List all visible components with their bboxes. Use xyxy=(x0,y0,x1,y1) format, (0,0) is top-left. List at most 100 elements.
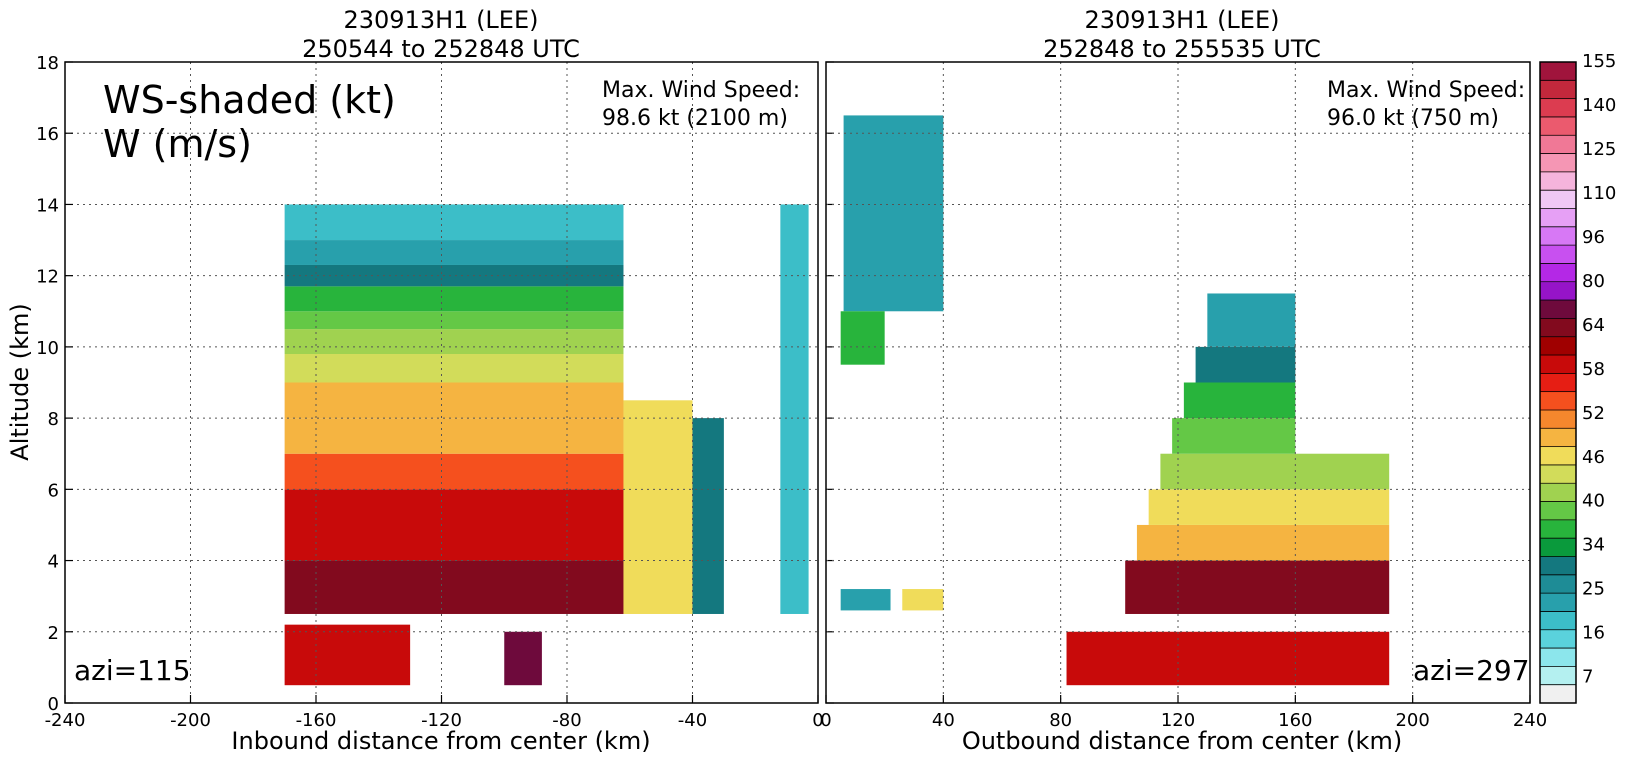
inbound-wind-layer xyxy=(284,560,624,614)
inbound-wind-layer xyxy=(284,489,624,561)
colorbar-swatch xyxy=(1540,171,1576,191)
colorbar-swatch xyxy=(1540,62,1576,81)
y-tick-label: 16 xyxy=(36,124,59,145)
wind-speed-colorbar: 7 16 25 34 40 46 52 58 64 80 96 110 125 140 155 xyxy=(1539,51,1616,704)
outbound-title-line2: 252848 to 255535 UTC xyxy=(1043,35,1321,63)
colorbar-swatch xyxy=(1540,263,1576,283)
colorbar-tick-label: 155 xyxy=(1582,51,1616,72)
colorbar-swatch xyxy=(1540,208,1576,228)
inbound-azimuth-label: azi=115 xyxy=(74,654,191,687)
inbound-x-tick-label: -200 xyxy=(170,710,211,731)
outbound-inner-wind xyxy=(902,589,944,611)
colorbar-swatch xyxy=(1540,556,1576,576)
inbound-wind-shading xyxy=(284,204,809,686)
inbound-max-wind-label: Max. Wind Speed: xyxy=(602,78,800,103)
outbound-max-wind-value: 96.0 kt (750 m) xyxy=(1327,106,1499,131)
colorbar-swatch xyxy=(1540,519,1576,539)
y-tick-label: 4 xyxy=(48,552,59,573)
inbound-wind-layer xyxy=(284,240,624,265)
outbound-wind-shading xyxy=(840,115,1390,686)
outbound-azimuth-label: azi=297 xyxy=(1413,654,1530,687)
inbound-x-tick-label: -240 xyxy=(45,710,86,731)
colorbar-tick-label: 96 xyxy=(1582,227,1605,248)
inbound-wind-layer xyxy=(284,354,624,383)
colorbar-tick-label: 40 xyxy=(1582,491,1605,512)
colorbar-tick-label: 140 xyxy=(1582,95,1616,116)
colorbar-swatch xyxy=(1540,281,1576,301)
colorbar-swatch xyxy=(1540,226,1576,246)
outbound-gridlines xyxy=(826,62,1530,703)
colorbar-frame xyxy=(1539,61,1577,704)
inbound-wind-layer xyxy=(284,329,624,355)
colorbar-swatch xyxy=(1540,684,1576,704)
outbound-wind-layer xyxy=(1183,382,1296,419)
inbound-eye-wind xyxy=(780,204,809,614)
y-tick-label: 12 xyxy=(36,267,59,288)
colorbar-swatch xyxy=(1540,428,1576,448)
outbound-wind-layer xyxy=(1207,293,1296,347)
colorbar-swatch xyxy=(1540,355,1576,374)
colorbar-swatch xyxy=(1540,593,1576,612)
colorbar-swatch xyxy=(1540,666,1576,686)
outbound-upper-wind xyxy=(840,311,885,365)
colorbar-swatch xyxy=(1540,538,1576,557)
colorbar-swatch xyxy=(1540,245,1576,264)
outbound-title-line1: 230913H1 (LEE) xyxy=(1085,6,1280,34)
inbound-panel: 230913H1 (LEE) 250544 to 252848 UTC -240… xyxy=(6,6,834,755)
outbound-wind-layer xyxy=(1160,453,1390,490)
colorbar-tick-label: 7 xyxy=(1582,667,1593,688)
colorbar-swatch xyxy=(1540,648,1576,667)
colorbar-swatch xyxy=(1540,318,1576,338)
inbound-eyewall-wind xyxy=(692,418,724,614)
colorbar-swatch xyxy=(1540,80,1576,100)
colorbar-tick-label: 46 xyxy=(1582,447,1605,468)
outbound-wind-layer xyxy=(1066,631,1390,686)
colorbar-swatch xyxy=(1540,98,1576,118)
outbound-wind-layer xyxy=(1172,418,1296,454)
inbound-max-wind-value: 98.6 kt (2100 m) xyxy=(602,106,788,131)
inbound-wind-layer xyxy=(284,382,624,419)
outbound-x-tick-label: 40 xyxy=(932,710,955,731)
colorbar-swatch xyxy=(1540,483,1576,503)
outbound-x-tick-label: 80 xyxy=(1049,710,1072,731)
outbound-x-tick-label: 200 xyxy=(1395,710,1429,731)
y-tick-label: 8 xyxy=(48,409,59,430)
inbound-title-line2: 250544 to 252848 UTC xyxy=(302,35,580,63)
y-tick-label: 14 xyxy=(36,195,59,216)
outbound-x-tick-label: 0 xyxy=(820,710,831,731)
inbound-x-tick-label: -160 xyxy=(296,710,337,731)
colorbar-swatch xyxy=(1540,336,1576,356)
inbound-wind-layer xyxy=(284,418,624,454)
inbound-wind-layer xyxy=(284,286,624,312)
colorbar-swatch xyxy=(1540,574,1576,594)
colorbar-swatch xyxy=(1540,464,1576,484)
inbound-low-level-wind xyxy=(284,624,411,686)
colorbar-swatch xyxy=(1540,446,1576,466)
colorbar-tick-label: 58 xyxy=(1582,359,1605,380)
y-tick-label: 0 xyxy=(48,694,59,715)
outbound-x-ticks: 0 40 80 120 160 200 240 xyxy=(820,695,1547,731)
inbound-wind-layer xyxy=(284,453,624,490)
inbound-title-line1: 230913H1 (LEE) xyxy=(344,6,539,34)
inbound-gridlines xyxy=(65,62,818,703)
inbound-wind-layer xyxy=(284,204,624,241)
inbound-wind-layer xyxy=(284,264,624,287)
y-tick-label: 10 xyxy=(36,338,59,359)
inbound-low-level-wind xyxy=(504,631,542,686)
inbound-eyewall-wind xyxy=(623,400,693,614)
shading-legend-line1: WS-shaded (kt) xyxy=(103,78,396,122)
colorbar-swatch xyxy=(1540,501,1576,521)
colorbar-tick-label: 125 xyxy=(1582,139,1616,160)
colorbar-swatch xyxy=(1540,300,1576,319)
colorbar-swatch xyxy=(1540,153,1576,173)
outbound-x-tick-label: 120 xyxy=(1161,710,1195,731)
outbound-x-tick-label: 160 xyxy=(1278,710,1312,731)
colorbar-tick-label: 64 xyxy=(1582,315,1605,336)
colorbar-tick-label: 34 xyxy=(1582,535,1605,556)
colorbar-swatch xyxy=(1540,135,1576,155)
inbound-x-tick-label: -120 xyxy=(421,710,462,731)
outbound-wind-layer xyxy=(1136,524,1390,561)
colorbar-swatch xyxy=(1540,409,1576,429)
outbound-x-axis-label: Outbound distance from center (km) xyxy=(962,727,1402,755)
